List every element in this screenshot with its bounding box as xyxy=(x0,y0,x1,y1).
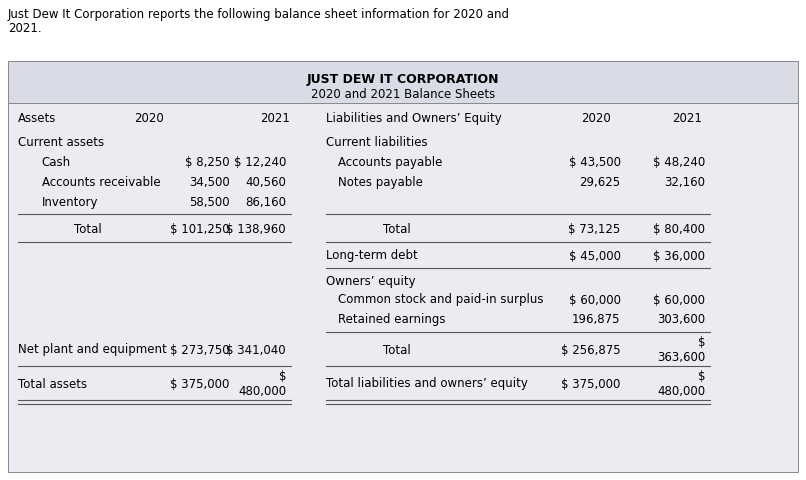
Text: Common stock and paid-in surplus: Common stock and paid-in surplus xyxy=(339,293,544,306)
Text: 86,160: 86,160 xyxy=(245,195,286,208)
Text: 480,000: 480,000 xyxy=(657,384,705,396)
Text: Total: Total xyxy=(383,222,410,235)
Text: 2021: 2021 xyxy=(672,111,702,124)
Bar xyxy=(8,62,798,472)
Text: $ 48,240: $ 48,240 xyxy=(653,155,705,168)
Text: 303,600: 303,600 xyxy=(657,313,705,326)
Text: Inventory: Inventory xyxy=(42,195,98,208)
Text: Current liabilities: Current liabilities xyxy=(326,135,428,148)
Text: $ 8,250: $ 8,250 xyxy=(185,155,230,168)
Text: $ 43,500: $ 43,500 xyxy=(568,155,621,168)
Text: 32,160: 32,160 xyxy=(664,175,705,188)
Text: $ 256,875: $ 256,875 xyxy=(561,343,621,356)
Text: $ 375,000: $ 375,000 xyxy=(561,377,621,390)
Text: $ 12,240: $ 12,240 xyxy=(234,155,286,168)
Text: 58,500: 58,500 xyxy=(189,195,230,208)
Text: Total: Total xyxy=(74,222,102,235)
Text: Net plant and equipment: Net plant and equipment xyxy=(18,343,166,356)
Text: Cash: Cash xyxy=(42,155,71,168)
Text: Current assets: Current assets xyxy=(18,135,104,148)
Text: Liabilities and Owners’ Equity: Liabilities and Owners’ Equity xyxy=(326,111,502,124)
Text: $ 375,000: $ 375,000 xyxy=(170,377,230,390)
Text: $ 60,000: $ 60,000 xyxy=(653,293,705,306)
Text: 2020: 2020 xyxy=(134,111,164,124)
Text: $ 73,125: $ 73,125 xyxy=(568,222,621,235)
Text: 29,625: 29,625 xyxy=(580,175,621,188)
Text: Assets: Assets xyxy=(18,111,56,124)
Text: 2020 and 2021 Balance Sheets: 2020 and 2021 Balance Sheets xyxy=(311,88,495,101)
Text: Accounts receivable: Accounts receivable xyxy=(42,175,160,188)
Text: JUST DEW IT CORPORATION: JUST DEW IT CORPORATION xyxy=(307,73,499,86)
Text: 480,000: 480,000 xyxy=(238,384,286,396)
Text: Notes payable: Notes payable xyxy=(339,175,423,188)
Text: 2020: 2020 xyxy=(580,111,610,124)
Bar xyxy=(8,62,798,472)
Text: 196,875: 196,875 xyxy=(572,313,621,326)
Text: Total assets: Total assets xyxy=(18,377,87,390)
Text: Total: Total xyxy=(383,343,410,356)
Text: $ 80,400: $ 80,400 xyxy=(653,222,705,235)
Text: 34,500: 34,500 xyxy=(189,175,230,188)
Text: $ 273,750: $ 273,750 xyxy=(170,343,230,356)
Text: $: $ xyxy=(279,370,286,383)
Bar xyxy=(8,62,798,104)
Text: Long-term debt: Long-term debt xyxy=(326,249,418,262)
Text: $ 36,000: $ 36,000 xyxy=(653,249,705,262)
Text: $ 60,000: $ 60,000 xyxy=(568,293,621,306)
Text: $: $ xyxy=(698,336,705,349)
Text: Accounts payable: Accounts payable xyxy=(339,155,442,168)
Text: 363,600: 363,600 xyxy=(657,350,705,363)
Text: Just Dew It Corporation reports the following balance sheet information for 2020: Just Dew It Corporation reports the foll… xyxy=(8,8,510,21)
Text: $: $ xyxy=(698,370,705,383)
Text: $ 138,960: $ 138,960 xyxy=(226,222,286,235)
Text: Total liabilities and owners’ equity: Total liabilities and owners’ equity xyxy=(326,377,528,390)
Text: 2021.: 2021. xyxy=(8,22,42,35)
Text: $ 101,250: $ 101,250 xyxy=(170,222,230,235)
Text: 40,560: 40,560 xyxy=(245,175,286,188)
Text: $ 341,040: $ 341,040 xyxy=(226,343,286,356)
Text: Retained earnings: Retained earnings xyxy=(339,313,446,326)
Text: Owners’ equity: Owners’ equity xyxy=(326,274,416,287)
Text: 2021: 2021 xyxy=(260,111,290,124)
Text: $ 45,000: $ 45,000 xyxy=(568,249,621,262)
